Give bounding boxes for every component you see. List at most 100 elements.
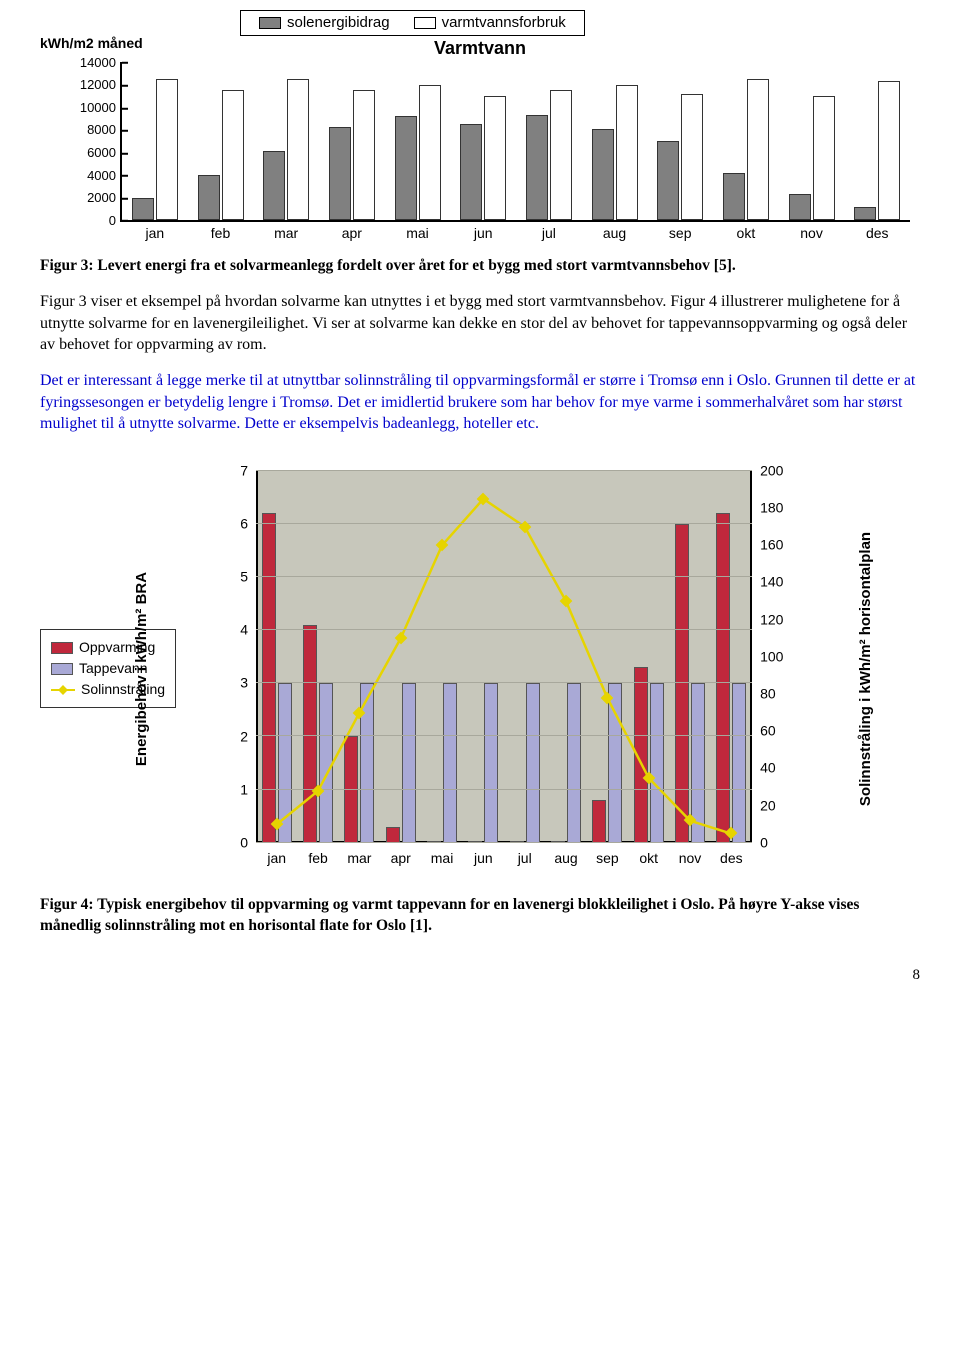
chart2-ytick-right: 140: [752, 573, 783, 592]
chart1-xlabel: jun: [450, 220, 516, 243]
chart1-bar: [329, 127, 351, 221]
legend-label: solenergibidrag: [287, 13, 390, 33]
chart2-xlabel: feb: [297, 843, 338, 868]
chart1-bar-group: apr: [319, 62, 385, 220]
chart2-energibehov: janfebmaraprmaijunjulaugsepoktnovdes 012…: [194, 459, 814, 879]
chart1-bar-group: feb: [188, 62, 254, 220]
chart2-ytick-left: 5: [240, 568, 256, 587]
chart2-ytick-right: 100: [752, 647, 783, 666]
chart1-bar: [395, 116, 417, 220]
chart1-bar: [263, 151, 285, 220]
chart2-xlabel: nov: [669, 843, 710, 868]
chart1-plot-area: janfebmaraprmaijunjulaugsepoktnovdes 020…: [120, 62, 910, 222]
chart1-ytick: 10000: [80, 99, 122, 117]
chart1-bar-group: jul: [516, 62, 582, 220]
chart1-bar: [813, 96, 835, 220]
chart1-ytick: 4000: [87, 166, 122, 184]
chart2-xlabel: jul: [504, 843, 545, 868]
chart2-ytick-right: 160: [752, 536, 783, 555]
chart1-bar-group: aug: [582, 62, 648, 220]
chart1-ytick: 12000: [80, 76, 122, 94]
chart2-ytick-right: 40: [752, 759, 776, 778]
chart2-ytick-left: 1: [240, 780, 256, 799]
chart1-xlabel: feb: [188, 220, 254, 243]
legend-swatch: [51, 642, 73, 654]
chart1-xlabel: mar: [253, 220, 319, 243]
chart1-bar: [550, 90, 572, 220]
chart1-bar-group: mai: [385, 62, 451, 220]
chart1-bar: [198, 175, 220, 220]
page-number: 8: [40, 965, 920, 985]
chart1-ytick: 8000: [87, 121, 122, 139]
chart2-ytick-right: 0: [752, 833, 768, 852]
chart1-bar-group: okt: [713, 62, 779, 220]
chart2-ytick-right: 200: [752, 461, 783, 480]
chart1-xlabel: apr: [319, 220, 385, 243]
legend-item-varmtvann: varmtvannsforbruk: [414, 13, 566, 33]
legend-label: Solinnstråling: [81, 680, 165, 699]
chart2-xlabel: mar: [339, 843, 380, 868]
chart1-xlabel: jan: [122, 220, 188, 243]
chart1-bar: [789, 194, 811, 220]
chart2-ytick-left: 4: [240, 621, 256, 640]
chart2-xlabel: okt: [628, 843, 669, 868]
chart1-bar: [484, 96, 506, 220]
chart1-legend: solenergibidrag varmtvannsforbruk: [240, 10, 585, 36]
chart2-xlabel: aug: [545, 843, 586, 868]
chart2-right-axis-label: Solinnstråling i kWh/m² horisontalplan: [856, 532, 876, 806]
chart1-bar-group: jun: [450, 62, 516, 220]
chart1-bar: [747, 79, 769, 220]
chart1-xlabel: mai: [385, 220, 451, 243]
legend-label: varmtvannsforbruk: [442, 13, 566, 33]
chart1-bar: [419, 85, 441, 220]
chart2-ytick-left: 3: [240, 674, 256, 693]
chart2-ytick-right: 60: [752, 722, 776, 741]
body-paragraph-1: Figur 3 viser et eksempel på hvordan sol…: [40, 291, 920, 356]
body-paragraph-2: Det er interessant å legge merke til at …: [40, 370, 920, 435]
chart1-bar: [222, 90, 244, 220]
chart1-xlabel: des: [844, 220, 910, 243]
legend-swatch-line: [51, 689, 75, 691]
chart1-xlabel: aug: [582, 220, 648, 243]
chart2-container: Oppvarming Tappevann Solinnstråling janf…: [40, 459, 920, 879]
chart1-bar: [723, 173, 745, 220]
chart1-bar: [657, 141, 679, 220]
chart1-xlabel: nov: [779, 220, 845, 243]
chart2-xlabel: jun: [463, 843, 504, 868]
chart1-bar: [681, 94, 703, 220]
chart2-ytick-left: 0: [240, 833, 256, 852]
legend-item-solenergi: solenergibidrag: [259, 13, 390, 33]
chart1-bar: [592, 129, 614, 220]
chart1-xlabel: okt: [713, 220, 779, 243]
chart2-ytick-right: 180: [752, 498, 783, 517]
legend-swatch: [51, 663, 73, 675]
chart1-bar: [287, 79, 309, 220]
chart2-xlabel: jan: [256, 843, 297, 868]
chart1-bar-group: nov: [779, 62, 845, 220]
chart1-bar: [132, 198, 154, 221]
chart1-ytick: 14000: [80, 53, 122, 71]
chart1-ytick: 6000: [87, 144, 122, 162]
chart2-ytick-left: 7: [240, 461, 256, 480]
chart1-bar: [156, 79, 178, 220]
chart2-ytick-left: 6: [240, 514, 256, 533]
chart2-left-axis-label: Energibehov i kWh/m² BRA: [132, 572, 152, 766]
chart1-ytick: 0: [109, 211, 122, 229]
chart2-plot-area: janfebmaraprmaijunjulaugsepoktnovdes 012…: [256, 471, 752, 843]
chart1-ytick: 2000: [87, 189, 122, 207]
chart1-bar-group: jan: [122, 62, 188, 220]
chart1-bar-group: mar: [253, 62, 319, 220]
chart2-ytick-right: 120: [752, 610, 783, 629]
chart1-bar: [353, 90, 375, 220]
chart1-bar-group: des: [844, 62, 910, 220]
chart1-xlabel: sep: [647, 220, 713, 243]
chart2-legend: Oppvarming Tappevann Solinnstråling: [40, 629, 176, 708]
chart1-bar: [616, 85, 638, 220]
chart2-xlabel: sep: [587, 843, 628, 868]
chart1-bar: [854, 207, 876, 221]
chart1-bar: [460, 124, 482, 220]
chart1-caption: Figur 3: Levert energi fra et solvarmean…: [40, 256, 920, 277]
chart1-bar-group: sep: [647, 62, 713, 220]
chart2-xlabel: apr: [380, 843, 421, 868]
chart2-xlabel: des: [711, 843, 752, 868]
